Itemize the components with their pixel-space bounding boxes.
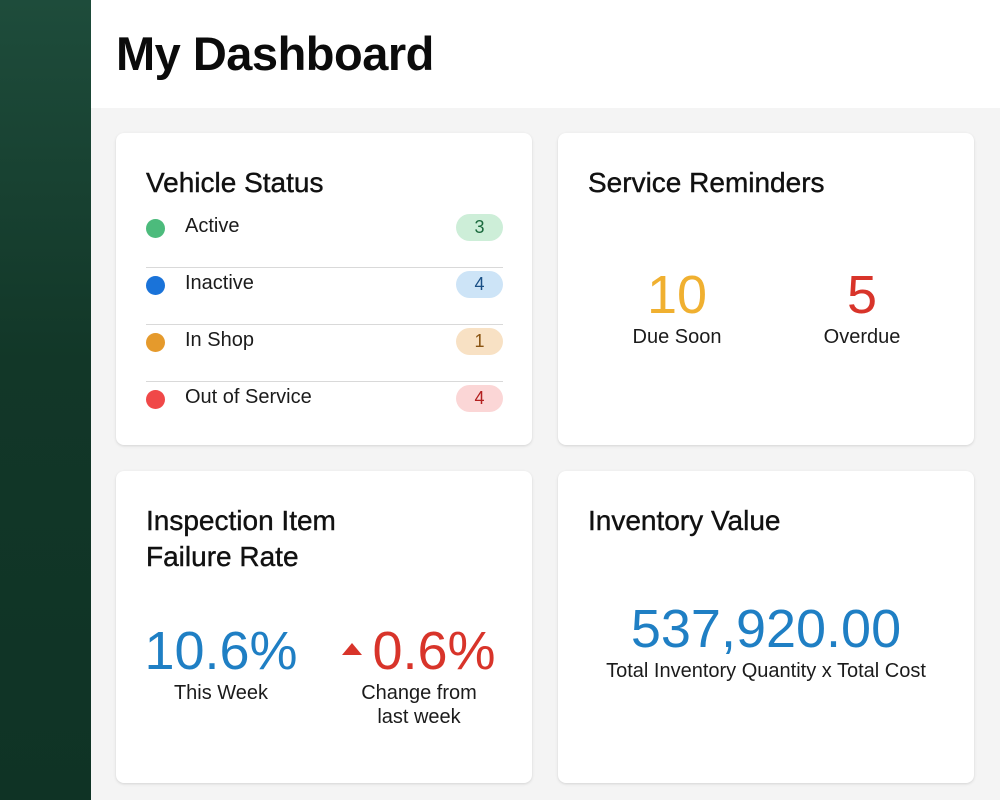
change-value: 0.6% (372, 621, 496, 681)
vehicle-status-row-out-of-service[interactable]: Out of Service 4 (146, 382, 503, 439)
status-dot-icon (146, 333, 165, 352)
overdue-metric[interactable]: 5 Overdue (787, 265, 937, 349)
vehicle-status-title: Vehicle Status (146, 167, 324, 198)
sidebar (0, 0, 91, 800)
status-count-badge: 4 (456, 271, 503, 298)
status-dot-icon (146, 219, 165, 238)
inventory-value: 537,920.00 (630, 599, 902, 659)
inspection-failure-card: Inspection Item Failure Rate 10.6% This … (116, 471, 532, 783)
overdue-label: Overdue (823, 326, 901, 348)
status-dot-icon (146, 390, 165, 409)
change-label-line1: Change from (361, 682, 477, 704)
status-count-badge: 4 (456, 385, 503, 412)
status-count-badge: 1 (456, 328, 503, 355)
arrow-up-icon (342, 642, 363, 655)
due-soon-label: Due Soon (632, 326, 722, 348)
status-label: Inactive (185, 272, 254, 294)
this-week-value: 10.6% (144, 621, 298, 681)
inspection-title-line2: Failure Rate (146, 541, 299, 572)
this-week-label: This Week (173, 682, 269, 704)
inventory-value-title: Inventory Value (588, 505, 781, 536)
vehicle-status-list: Active 3 Inactive 4 In Shop 1 Out of Ser… (146, 211, 503, 439)
inspection-failure-title: Inspection Item Failure Rate (146, 503, 336, 575)
inventory-label: Total Inventory Quantity x Total Cost (606, 660, 926, 682)
status-dot-icon (146, 276, 165, 295)
status-label: In Shop (185, 329, 254, 351)
vehicle-status-row-inactive[interactable]: Inactive 4 (146, 268, 503, 325)
status-label: Active (185, 215, 240, 237)
header: My Dashboard (91, 0, 1000, 108)
change-label-line2: last week (377, 706, 461, 728)
change-value-row: 0.6% (324, 621, 514, 681)
page-title: My Dashboard (116, 27, 434, 80)
change-metric[interactable]: 0.6% Change from last week (334, 621, 504, 729)
due-soon-value: 10 (646, 265, 708, 325)
vehicle-status-card: Vehicle Status Active 3 Inactive 4 In Sh… (116, 133, 532, 445)
inventory-metric[interactable]: 537,920.00 Total Inventory Quantity x To… (558, 599, 974, 683)
status-count-badge: 3 (456, 214, 503, 241)
vehicle-status-row-in-shop[interactable]: In Shop 1 (146, 325, 503, 382)
overdue-value: 5 (846, 265, 878, 325)
this-week-metric[interactable]: 10.6% This Week (136, 621, 306, 705)
status-label: Out of Service (185, 386, 312, 408)
service-reminders-card: Service Reminders 10 Due Soon 5 Overdue (558, 133, 974, 445)
due-soon-metric[interactable]: 10 Due Soon (602, 265, 752, 349)
inspection-title-line1: Inspection Item (146, 505, 336, 536)
service-reminders-title: Service Reminders (588, 167, 825, 198)
vehicle-status-row-active[interactable]: Active 3 (146, 211, 503, 268)
inventory-value-card: Inventory Value 537,920.00 Total Invento… (558, 471, 974, 783)
